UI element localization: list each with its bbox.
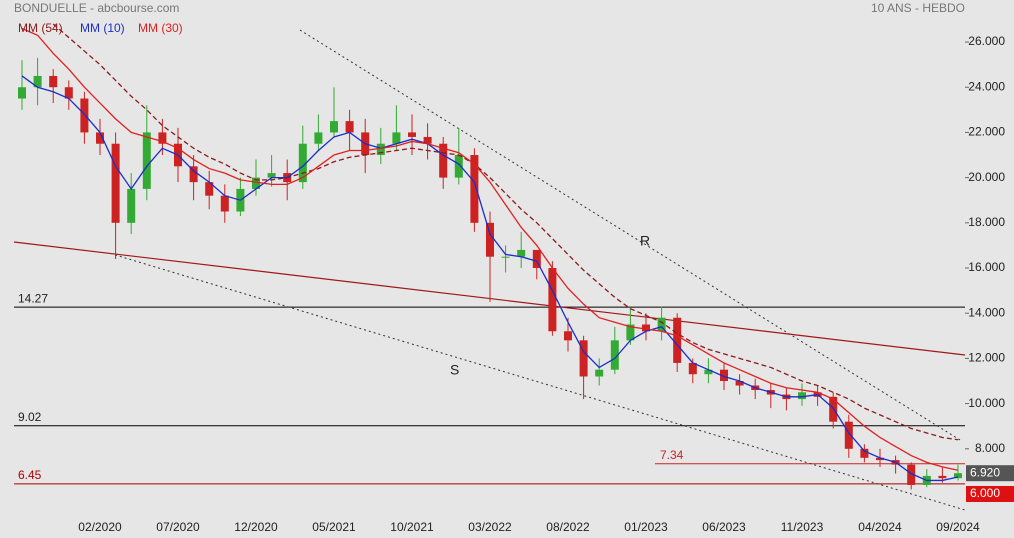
candle-body <box>49 75 58 88</box>
level-label: 14.27 <box>18 291 48 305</box>
x-tick-label: 11/2023 <box>781 520 824 534</box>
moving-average <box>21 75 959 482</box>
y-tick-label: 18.000 <box>968 215 1005 229</box>
price-tag <box>966 465 1014 482</box>
y-tick-label: 14.000 <box>968 305 1005 319</box>
candle-body <box>860 448 869 458</box>
candle-body <box>610 340 619 370</box>
candle-body <box>579 340 588 377</box>
candle-body <box>330 121 338 133</box>
candle-body <box>688 362 697 375</box>
price-tag-label: 6.920 <box>970 465 1000 479</box>
y-tick-label: 10.000 <box>968 396 1005 410</box>
candle-body <box>735 380 744 386</box>
y-tick-label: 16.000 <box>968 260 1005 274</box>
candle-body <box>876 457 884 461</box>
candle-body <box>392 132 401 144</box>
x-tick-label: 12/2020 <box>234 520 278 534</box>
level-label: 7.34 <box>660 448 684 462</box>
candle-body <box>18 87 26 99</box>
candle-body <box>626 324 635 341</box>
trend-label: R <box>640 233 650 249</box>
x-tick-label: 02/2020 <box>78 520 122 534</box>
candle-body <box>673 317 682 363</box>
y-tick-label: 24.000 <box>968 79 1005 93</box>
candle-body <box>127 188 136 223</box>
x-tick-label: 09/2024 <box>936 520 980 534</box>
legend-entry: MM (54) <box>18 21 63 35</box>
candle-body <box>33 75 42 88</box>
candle-body <box>532 249 541 269</box>
candle-body <box>205 182 214 196</box>
x-tick-label: 06/2023 <box>702 520 746 534</box>
chart-title: BONDUELLE - abcbourse.com <box>14 1 179 15</box>
x-tick-label: 10/2021 <box>390 520 434 534</box>
candle-body <box>470 155 479 223</box>
price-tag <box>966 485 1014 502</box>
candle-body <box>564 331 572 341</box>
x-tick-label: 08/2022 <box>546 520 590 534</box>
candle-body <box>501 256 510 258</box>
y-tick-label: 12.000 <box>968 351 1005 365</box>
y-tick-label: 20.000 <box>968 170 1005 184</box>
candle-body <box>704 369 713 375</box>
candle-body <box>423 136 432 144</box>
y-tick-label: 8.000 <box>975 441 1005 455</box>
candle-body <box>111 143 120 223</box>
x-tick-label: 07/2020 <box>156 520 200 534</box>
candle-body <box>938 475 947 479</box>
candle-body <box>158 132 167 144</box>
moving-average <box>52 23 959 441</box>
moving-average <box>21 27 959 471</box>
legend-entry: MM (10) <box>80 21 125 35</box>
candle-body <box>298 143 307 183</box>
x-tick-label: 05/2021 <box>312 520 356 534</box>
y-tick-label: 22.000 <box>968 125 1005 139</box>
candle-body <box>267 173 276 178</box>
candle-body <box>96 132 104 144</box>
x-tick-label: 03/2022 <box>468 520 512 534</box>
level-label: 9.02 <box>18 410 42 424</box>
candle-body <box>439 143 448 178</box>
candle-body <box>548 268 557 332</box>
level-label: 6.45 <box>18 468 42 482</box>
candle-body <box>798 392 806 400</box>
candle-body <box>142 132 151 189</box>
candle-body <box>314 132 323 144</box>
candle-body <box>220 195 229 212</box>
candle-body <box>80 98 89 133</box>
candle-body <box>595 369 604 377</box>
candle-body <box>345 121 354 133</box>
candle-body <box>720 369 728 381</box>
candle-body <box>252 177 260 189</box>
candle-body <box>657 317 666 332</box>
x-tick-label: 04/2024 <box>858 520 902 534</box>
candle-body <box>486 222 494 257</box>
candle-body <box>64 87 73 99</box>
candle-body <box>376 143 385 156</box>
y-tick-label: 26.000 <box>968 34 1005 48</box>
price-tag-label: 6.000 <box>970 486 1000 500</box>
candle-body <box>907 464 916 485</box>
x-tick-label: 01/2023 <box>624 520 668 534</box>
candle-body <box>408 132 416 137</box>
candle-body <box>517 249 526 257</box>
candle-body <box>189 166 198 183</box>
candle-body <box>844 421 853 449</box>
candle-body <box>954 473 962 479</box>
candle-body <box>454 155 463 178</box>
legend-entry: MM (30) <box>138 21 183 35</box>
trend-label: S <box>450 362 459 378</box>
chart-subtitle: 10 ANS - HEBDO <box>871 1 965 15</box>
candle-body <box>642 324 650 332</box>
